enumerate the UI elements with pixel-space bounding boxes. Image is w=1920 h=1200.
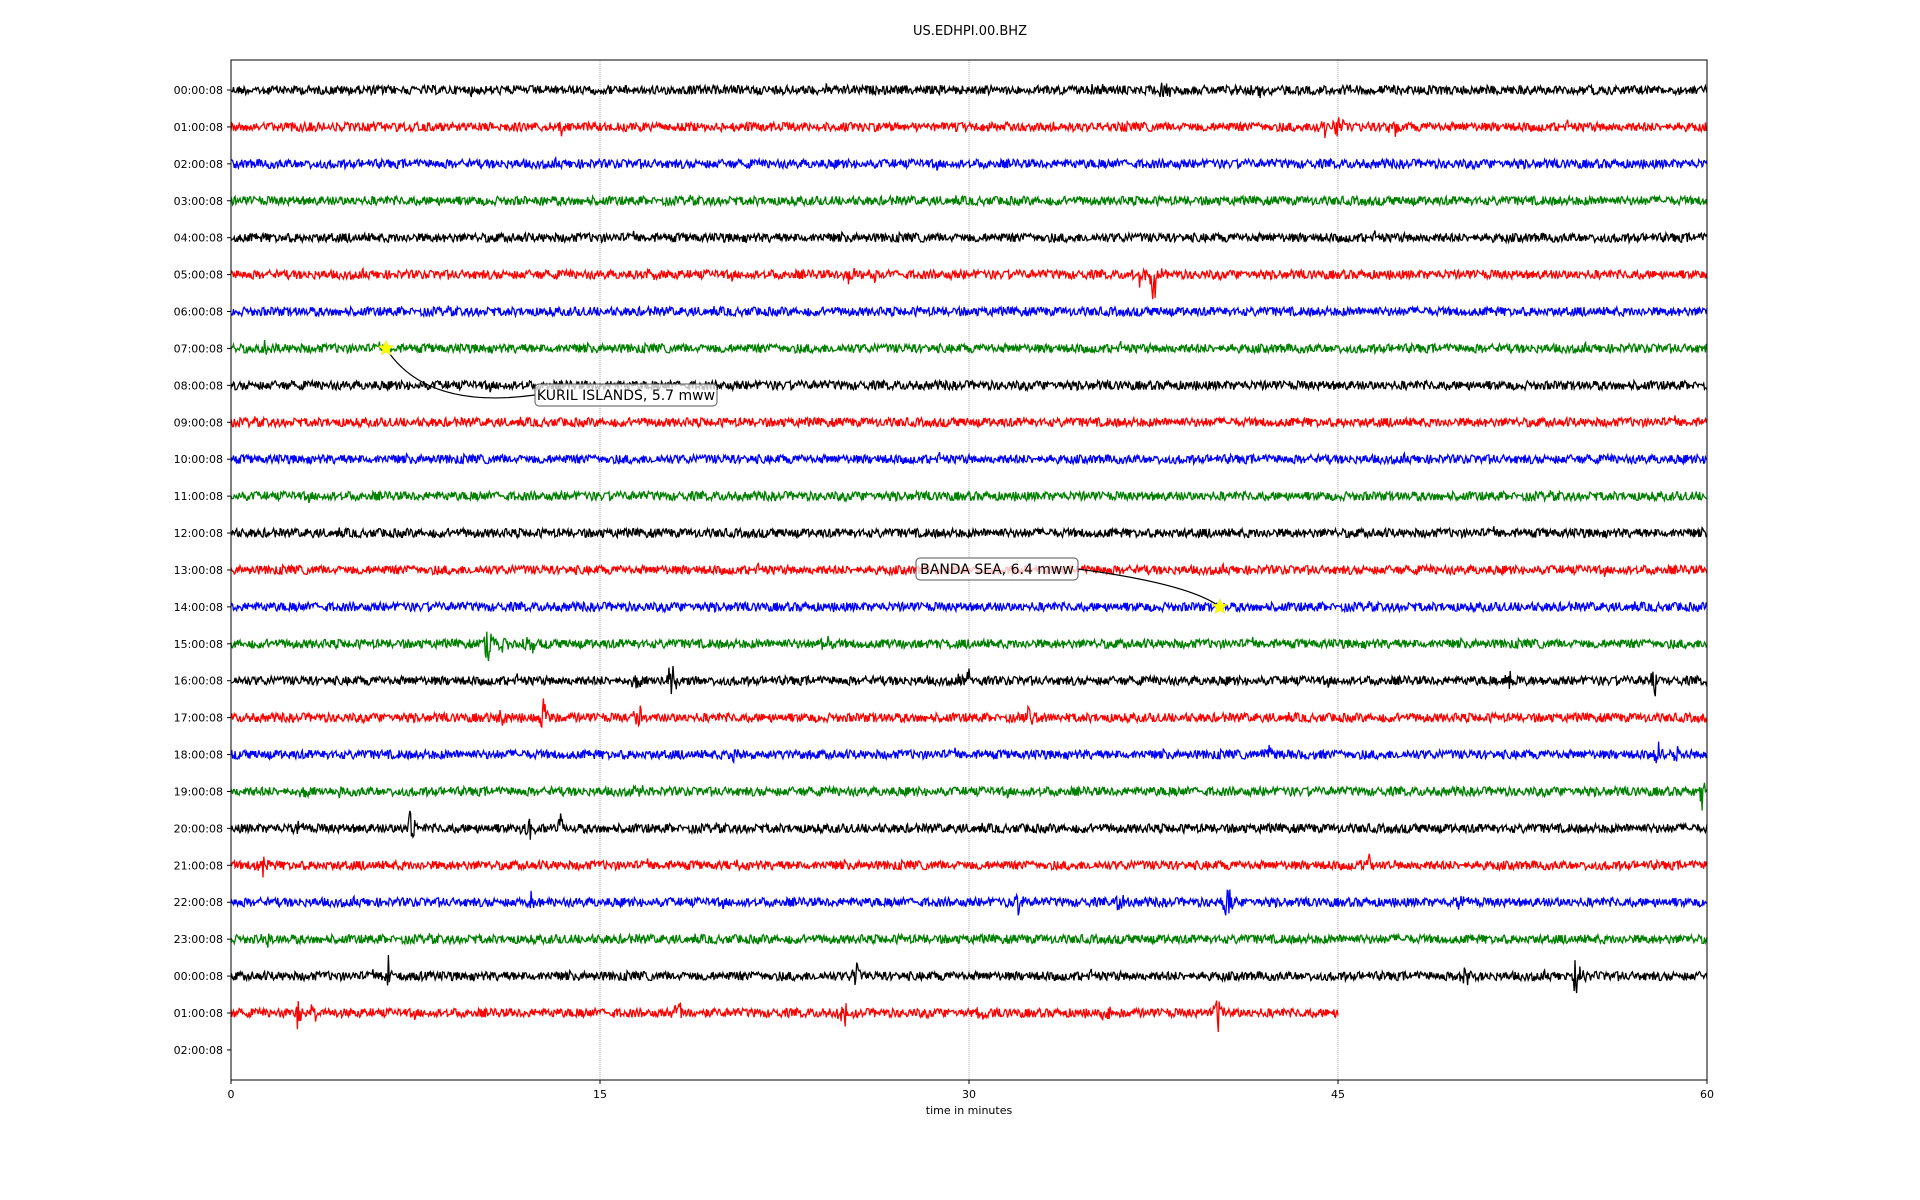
chart-title: US.EDHPI.00.BHZ (913, 24, 1027, 39)
y-tick-label: 02:00:08 (174, 158, 223, 171)
x-tick-label: 30 (962, 1088, 976, 1101)
x-tick-label: 15 (593, 1088, 607, 1101)
trace-9 (230, 415, 1708, 430)
trace-15 (230, 631, 1708, 662)
y-tick-label: 12:00:08 (174, 527, 223, 540)
event-star-icon (1211, 598, 1229, 614)
y-tick-label: 04:00:08 (174, 232, 223, 245)
trace-10 (230, 451, 1708, 467)
y-tick-label: 03:00:08 (174, 195, 223, 208)
trace-8 (230, 378, 1708, 393)
x-axis: 0 15 30 45 60 (228, 1080, 1714, 1101)
event-star-icon (377, 339, 395, 356)
trace-4 (230, 230, 1708, 245)
y-tick-label: 21:00:08 (174, 859, 223, 872)
y-tick-label: 11:00:08 (174, 490, 223, 503)
y-tick-label: 14:00:08 (174, 601, 223, 614)
annotation-label: BANDA SEA, 6.4 mww (920, 562, 1074, 578)
trace-3 (230, 193, 1708, 208)
y-tick-label: 13:00:08 (174, 564, 223, 577)
trace-25 (230, 1000, 1339, 1033)
trace-2 (230, 155, 1708, 171)
annotation-arrow (385, 348, 536, 399)
y-tick-label: 05:00:08 (174, 269, 223, 282)
y-tick-label: 08:00:08 (174, 379, 223, 392)
trace-14 (230, 600, 1708, 614)
x-tick-label: 0 (228, 1088, 235, 1101)
plot-frame (230, 59, 1708, 1081)
x-tick-label: 60 (1700, 1088, 1714, 1101)
trace-24 (230, 954, 1708, 994)
trace-16 (230, 666, 1708, 697)
y-tick-label: 20:00:08 (174, 822, 223, 835)
trace-0 (230, 82, 1708, 99)
trace-20 (230, 810, 1708, 840)
trace-23 (230, 932, 1708, 948)
y-tick-label: 06:00:08 (174, 306, 223, 319)
y-tick-label: 10:00:08 (174, 453, 223, 466)
y-tick-label: 00:00:08 (174, 84, 223, 97)
y-tick-label: 16:00:08 (174, 675, 223, 688)
y-tick-label: 18:00:08 (174, 749, 223, 762)
trace-5 (230, 266, 1708, 300)
y-axis: 00:00:08 01:00:08 02:00:08 03:00:08 04:00:08… (174, 84, 231, 1057)
trace-22 (230, 889, 1708, 916)
trace-1 (230, 117, 1708, 139)
y-tick-label: 17:00:08 (174, 712, 223, 725)
annotation-label: KURIL ISLANDS, 5.7 mww (537, 388, 715, 404)
annotations: KURIL ISLANDS, 5.7 mww BANDA SEA, 6.4 mww (377, 339, 1229, 614)
trace-19 (230, 782, 1708, 811)
y-tick-label: 00:00:08 (174, 970, 223, 983)
trace-21 (230, 853, 1708, 878)
traces (230, 82, 1708, 1033)
y-tick-label: 02:00:08 (174, 1044, 223, 1057)
trace-17 (230, 698, 1708, 729)
y-tick-label: 19:00:08 (174, 785, 223, 798)
y-tick-label: 09:00:08 (174, 416, 223, 429)
annotation-box (915, 557, 1079, 581)
trace-11 (230, 489, 1708, 504)
trace-18 (230, 741, 1708, 765)
y-tick-label: 01:00:08 (174, 121, 223, 134)
trace-7 (230, 339, 1708, 356)
annotation-box (534, 383, 718, 407)
x-axis-label: time in minutes (926, 1104, 1013, 1117)
annotation-arrow (1077, 568, 1221, 608)
trace-12 (230, 525, 1708, 540)
x-tick-label: 45 (1331, 1088, 1345, 1101)
y-tick-label: 23:00:08 (174, 933, 223, 946)
y-tick-label: 07:00:08 (174, 342, 223, 355)
y-tick-label: 15:00:08 (174, 638, 223, 651)
trace-6 (230, 304, 1708, 319)
y-tick-label: 01:00:08 (174, 1007, 223, 1020)
y-tick-label: 22:00:08 (174, 896, 223, 909)
